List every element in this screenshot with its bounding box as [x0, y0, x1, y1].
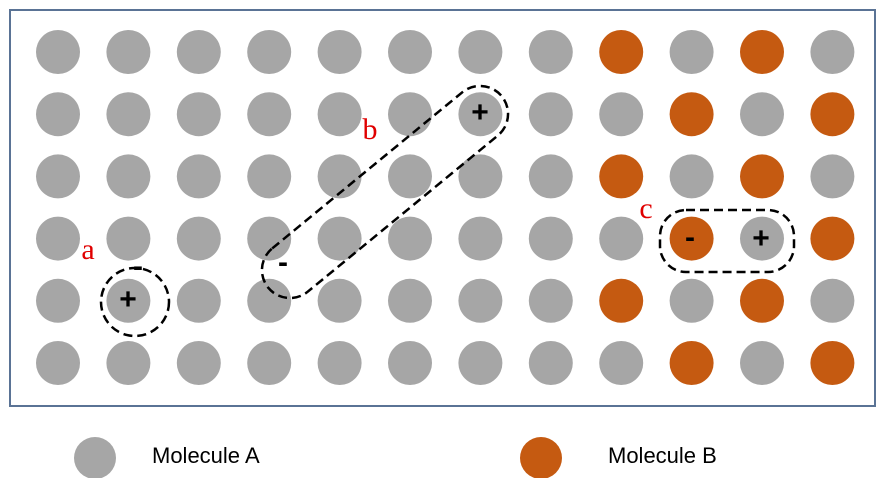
molecule-b — [740, 154, 784, 198]
molecule-a — [458, 217, 502, 261]
legend-label: Molecule B — [608, 443, 717, 468]
molecule-a — [388, 30, 432, 74]
molecule-a — [670, 30, 714, 74]
molecule-a — [177, 92, 221, 136]
molecule-a — [388, 217, 432, 261]
charge: + — [471, 96, 489, 129]
molecule-a — [458, 154, 502, 198]
charge: - — [685, 221, 695, 254]
molecule-a — [106, 154, 150, 198]
molecule-a — [810, 30, 854, 74]
molecule-a — [318, 92, 362, 136]
molecule-a — [388, 279, 432, 323]
molecule-a — [177, 279, 221, 323]
charge: - — [278, 246, 288, 279]
molecule-a — [177, 217, 221, 261]
molecule-a — [36, 217, 80, 261]
molecule-a — [388, 92, 432, 136]
molecule-b — [810, 217, 854, 261]
molecule-a — [177, 154, 221, 198]
molecule-b — [810, 341, 854, 385]
molecule-a — [810, 279, 854, 323]
charge: + — [752, 222, 770, 255]
molecule-a — [529, 217, 573, 261]
molecule-a — [177, 341, 221, 385]
legend-label: Molecule A — [152, 443, 260, 468]
molecule-b — [599, 279, 643, 323]
molecule-b — [670, 92, 714, 136]
molecule-a — [247, 341, 291, 385]
molecule-a — [247, 154, 291, 198]
molecule-a — [529, 30, 573, 74]
molecule-a — [458, 30, 502, 74]
molecule-a — [177, 30, 221, 74]
molecule-b — [740, 30, 784, 74]
molecule-a — [36, 341, 80, 385]
molecule-a — [36, 279, 80, 323]
molecule-a — [247, 30, 291, 74]
molecule-a — [599, 92, 643, 136]
molecule-a — [106, 92, 150, 136]
molecule-a — [740, 92, 784, 136]
defect-label: b — [363, 113, 378, 146]
molecule-a — [458, 341, 502, 385]
legend-swatch — [520, 437, 562, 478]
molecule-a — [318, 30, 362, 74]
molecule-a — [247, 92, 291, 136]
charge: + — [119, 283, 137, 316]
legend-swatch — [74, 437, 116, 478]
molecule-b — [599, 154, 643, 198]
molecule-a — [458, 279, 502, 323]
molecule-a — [529, 341, 573, 385]
molecule-a — [388, 341, 432, 385]
molecule-a — [247, 279, 291, 323]
molecule-a — [599, 217, 643, 261]
molecule-a — [529, 279, 573, 323]
diagram: a - + b + - c - + Molecule A Molecule B — [0, 0, 878, 478]
molecule-b — [599, 30, 643, 74]
molecule-b — [810, 92, 854, 136]
molecule-a — [106, 341, 150, 385]
molecule-a — [106, 30, 150, 74]
molecule-a — [670, 279, 714, 323]
molecule-a — [36, 30, 80, 74]
molecule-a — [318, 279, 362, 323]
molecule-a — [36, 92, 80, 136]
molecule-b — [740, 279, 784, 323]
molecule-a — [529, 92, 573, 136]
molecule-a — [810, 154, 854, 198]
molecule-a — [36, 154, 80, 198]
charge: - — [133, 250, 143, 283]
molecule-a — [599, 341, 643, 385]
molecule-a — [740, 341, 784, 385]
molecule-a — [670, 154, 714, 198]
molecule-b — [670, 341, 714, 385]
molecule-a — [106, 217, 150, 261]
molecule-a — [318, 341, 362, 385]
defect-label: c — [639, 192, 652, 225]
molecule-a — [388, 154, 432, 198]
defect-label: a — [81, 233, 94, 266]
molecule-a — [529, 154, 573, 198]
